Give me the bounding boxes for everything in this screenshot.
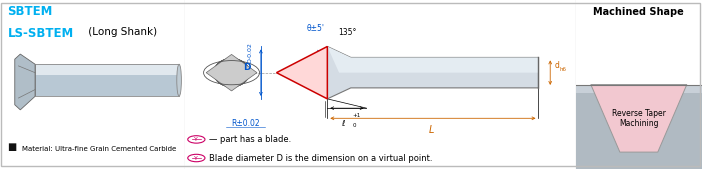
Text: 0: 0 [353,123,356,128]
Text: L: L [428,125,434,135]
Text: ■: ■ [8,142,17,152]
Text: Reverse Taper
Machining: Reverse Taper Machining [612,109,665,128]
Text: ℓ: ℓ [341,119,345,128]
Polygon shape [277,46,327,99]
Text: Y: Y [194,137,198,142]
Text: Blade diameter D is the dimension on a virtual point.: Blade diameter D is the dimension on a v… [209,153,432,163]
Polygon shape [206,54,257,91]
Text: Machined Shape: Machined Shape [593,7,684,17]
Text: D-0.02: D-0.02 [247,42,252,63]
Polygon shape [327,46,538,73]
Polygon shape [327,46,538,99]
Text: θ±5': θ±5' [307,24,324,33]
Text: SBTEM: SBTEM [8,5,53,18]
Text: D: D [244,63,251,72]
Text: 135°: 135° [338,28,356,37]
Text: +1: +1 [353,113,361,118]
Bar [576,84,702,93]
Polygon shape [15,54,35,110]
Text: R±0.02: R±0.02 [231,119,260,128]
Text: Y: Y [194,155,198,161]
Polygon shape [591,84,687,152]
Text: — part has a blade.: — part has a blade. [209,135,291,144]
Ellipse shape [177,64,181,96]
Bar [35,64,179,96]
Text: (Long Shank): (Long Shank) [85,27,157,37]
Text: LS-SBTEM: LS-SBTEM [8,27,74,40]
Polygon shape [35,75,179,96]
Bar [576,84,702,169]
Polygon shape [35,64,179,75]
Text: h6: h6 [560,67,567,72]
Text: d: d [554,61,559,70]
Text: Material: Ultra-fine Grain Cemented Carbide: Material: Ultra-fine Grain Cemented Carb… [22,146,176,152]
